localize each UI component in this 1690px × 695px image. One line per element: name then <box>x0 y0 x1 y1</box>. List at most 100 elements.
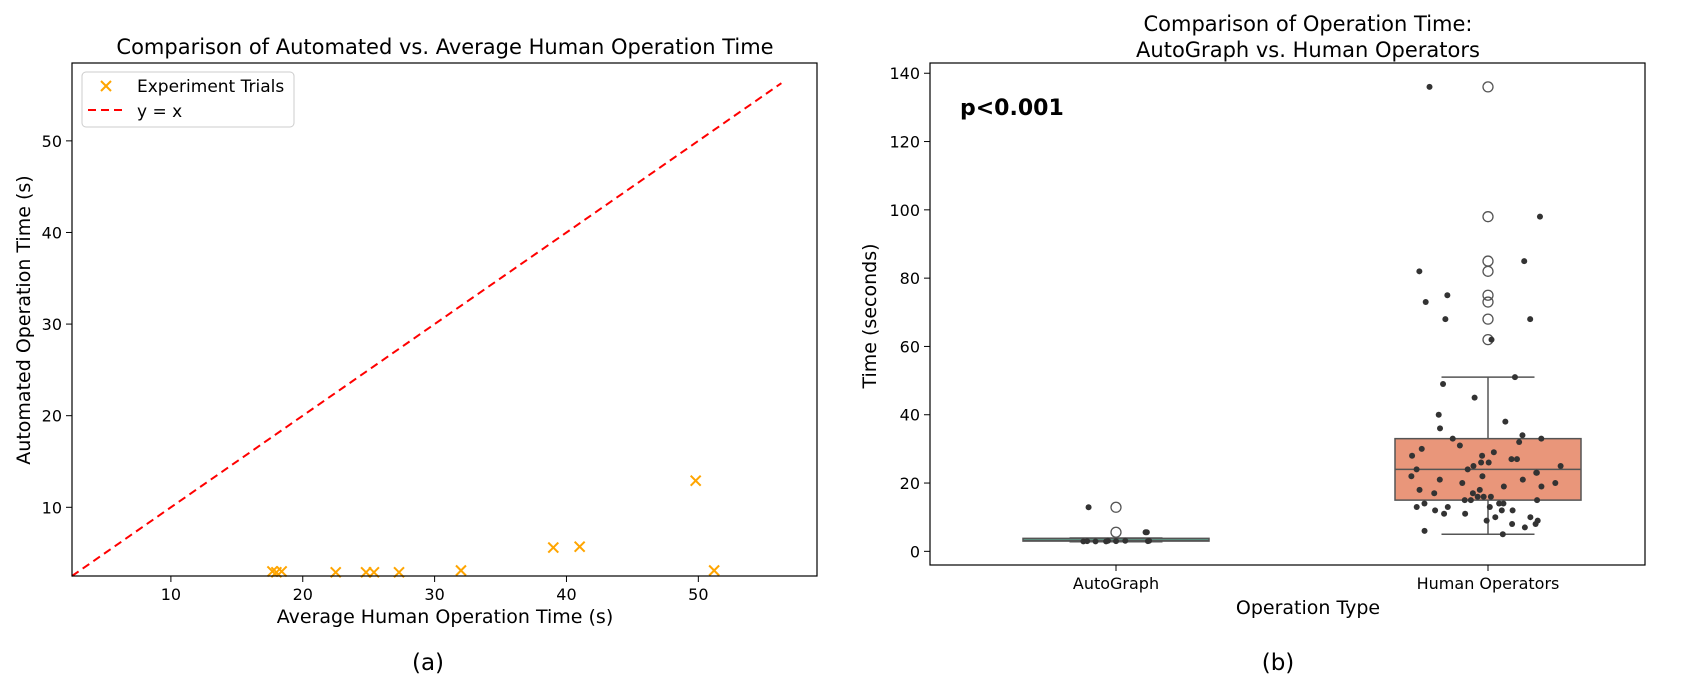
data-point <box>1509 521 1516 528</box>
data-point <box>1519 432 1526 439</box>
y-tick-label: 20 <box>900 474 920 493</box>
panel-label-b: (b) <box>1262 650 1295 676</box>
data-point <box>1143 529 1150 536</box>
y-tick-label: 0 <box>910 542 920 561</box>
box-human-operators <box>1394 81 1582 538</box>
panel-label-a: (a) <box>412 650 444 676</box>
x-tick-label: 50 <box>688 585 708 604</box>
scatter-x-ticks: 10 20 30 40 50 <box>161 576 709 604</box>
trial-marker <box>708 564 720 577</box>
data-point <box>1103 538 1110 545</box>
data-point <box>1440 381 1447 388</box>
trial-marker <box>266 565 279 578</box>
data-point <box>1557 462 1564 469</box>
boxplot-title-line2: AutoGraph vs. Human Operators <box>1136 38 1480 62</box>
data-point <box>1476 486 1483 493</box>
legend-label-identity: y = x <box>137 102 182 122</box>
boxplot-x-ticks: AutoGraph Human Operators <box>1073 565 1559 593</box>
data-point <box>1499 531 1506 538</box>
data-point <box>1527 514 1534 521</box>
outlier-marker <box>1482 265 1494 277</box>
trial-marker <box>275 565 288 578</box>
data-point <box>1474 493 1481 500</box>
data-point <box>1416 268 1423 275</box>
data-point <box>1511 374 1518 381</box>
boxplot-title-line1: Comparison of Operation Time: <box>1144 12 1473 36</box>
data-point <box>1533 469 1540 476</box>
trial-marker <box>689 475 702 487</box>
data-point <box>1441 510 1448 517</box>
data-point <box>1502 418 1509 425</box>
data-point <box>1426 83 1433 90</box>
x-tick-label: 30 <box>424 585 444 604</box>
x-tick-label: Human Operators <box>1417 574 1560 593</box>
boxplot-y-label: Time (seconds) <box>859 243 881 389</box>
data-point <box>1409 452 1416 459</box>
data-point <box>1532 521 1539 528</box>
data-point <box>1486 503 1493 510</box>
data-point <box>1487 493 1494 500</box>
data-point <box>1421 527 1428 534</box>
scatter-plot-area <box>71 82 782 579</box>
data-point <box>1492 514 1499 521</box>
data-point <box>1498 507 1505 514</box>
data-point <box>1483 517 1490 524</box>
scatter-legend: Experiment Trials y = x <box>81 71 295 128</box>
outlier-marker <box>1110 501 1122 513</box>
legend-label-trials: Experiment Trials <box>137 77 284 97</box>
data-point <box>1413 503 1420 510</box>
legend-marker-trials <box>100 80 112 92</box>
y-tick-label: 80 <box>900 269 920 288</box>
y-tick-label: 10 <box>42 498 62 517</box>
legend-box <box>81 71 295 128</box>
outlier-marker <box>1482 255 1494 267</box>
data-point <box>1462 510 1469 517</box>
boxplot-x-label: Operation Type <box>1236 597 1380 619</box>
scatter-panel: Comparison of Automated vs. Average Huma… <box>13 35 818 676</box>
y-tick-label: 120 <box>889 133 920 152</box>
x-tick-label: AutoGraph <box>1073 574 1159 593</box>
data-point <box>1513 456 1520 463</box>
data-point <box>1470 462 1477 469</box>
trial-marker <box>573 540 586 553</box>
scatter-y-ticks: 10 20 30 40 50 <box>42 132 72 517</box>
y-tick-label: 20 <box>42 407 62 426</box>
data-point <box>1122 537 1129 544</box>
y-tick-label: 40 <box>42 223 62 242</box>
data-point <box>1508 456 1515 463</box>
data-point <box>1509 507 1516 514</box>
outlier-marker <box>1482 313 1494 325</box>
boxplot-panel: Comparison of Operation Time: AutoGraph … <box>859 12 1646 676</box>
data-point <box>1432 507 1439 514</box>
data-point <box>1519 476 1526 483</box>
data-point <box>1416 486 1423 493</box>
data-point <box>1521 524 1528 531</box>
boxplot-y-ticks: 0 20 40 60 80 100 120 140 <box>889 64 930 561</box>
data-point <box>1461 497 1468 504</box>
scatter-x-label: Average Human Operation Time (s) <box>277 606 613 628</box>
data-point <box>1092 538 1099 545</box>
data-point <box>1538 435 1545 442</box>
data-point <box>1496 500 1503 507</box>
data-point <box>1478 459 1485 466</box>
data-point <box>1113 538 1120 545</box>
x-tick-label: 10 <box>161 585 181 604</box>
box-autograph <box>1022 501 1210 545</box>
trial-markers <box>266 475 720 579</box>
identity-line <box>71 82 782 577</box>
data-point <box>1442 316 1449 323</box>
data-point <box>1479 452 1486 459</box>
data-point <box>1413 466 1420 473</box>
data-point <box>1085 504 1092 511</box>
y-tick-label: 30 <box>42 315 62 334</box>
outlier-marker <box>1110 526 1122 538</box>
trial-marker <box>547 541 559 554</box>
data-point <box>1459 480 1466 487</box>
scatter-title: Comparison of Automated vs. Average Huma… <box>116 35 773 59</box>
data-point <box>1146 537 1153 544</box>
data-point <box>1469 490 1476 497</box>
data-point <box>1436 476 1443 483</box>
data-point <box>1500 500 1507 507</box>
data-point <box>1527 316 1534 323</box>
